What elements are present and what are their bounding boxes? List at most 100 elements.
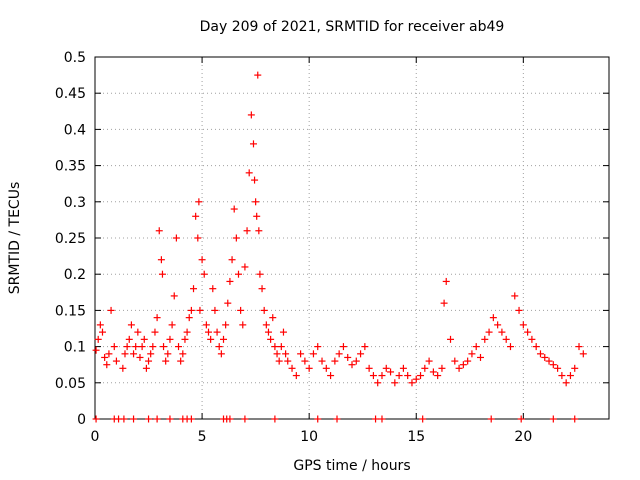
data-point bbox=[378, 372, 386, 380]
data-point bbox=[442, 277, 450, 285]
data-point bbox=[515, 306, 523, 314]
data-point bbox=[119, 364, 127, 372]
data-point bbox=[382, 364, 390, 372]
data-point bbox=[498, 328, 506, 336]
data-point bbox=[269, 314, 277, 322]
data-point bbox=[566, 372, 574, 380]
data-point bbox=[149, 343, 157, 351]
data-point bbox=[279, 328, 287, 336]
data-point bbox=[575, 343, 583, 351]
data-point bbox=[434, 372, 442, 380]
x-axis-label: GPS time / hours bbox=[293, 458, 410, 474]
y-tick-label: 0.45 bbox=[55, 86, 86, 102]
data-point bbox=[327, 372, 335, 380]
data-point bbox=[153, 314, 161, 322]
data-point bbox=[408, 379, 416, 387]
data-point bbox=[215, 343, 223, 351]
data-point bbox=[123, 343, 131, 351]
data-point bbox=[136, 353, 144, 361]
data-point bbox=[205, 328, 213, 336]
data-point bbox=[177, 357, 185, 365]
data-point bbox=[140, 335, 148, 343]
data-point bbox=[264, 328, 272, 336]
y-tick-label: 0.5 bbox=[64, 50, 86, 66]
y-tick-label: 0.1 bbox=[64, 340, 86, 356]
data-point bbox=[112, 357, 120, 365]
data-point bbox=[271, 343, 279, 351]
data-point bbox=[96, 321, 104, 329]
data-point bbox=[309, 350, 317, 358]
data-point bbox=[558, 372, 566, 380]
data-point bbox=[157, 256, 165, 264]
data-point bbox=[447, 335, 455, 343]
data-point bbox=[391, 379, 399, 387]
data-point bbox=[357, 350, 365, 358]
data-point bbox=[549, 361, 557, 369]
y-tick-label: 0.2 bbox=[64, 267, 86, 283]
data-point bbox=[241, 263, 249, 271]
data-point bbox=[335, 350, 343, 358]
data-point bbox=[179, 350, 187, 358]
data-point bbox=[292, 372, 300, 380]
data-point bbox=[196, 306, 204, 314]
data-point bbox=[252, 198, 260, 206]
data-point bbox=[412, 375, 420, 383]
data-point bbox=[164, 350, 172, 358]
data-point bbox=[425, 357, 433, 365]
data-point bbox=[134, 328, 142, 336]
data-point bbox=[211, 306, 219, 314]
y-tick-label: 0.4 bbox=[64, 122, 86, 138]
data-point bbox=[254, 71, 262, 79]
data-point bbox=[348, 361, 356, 369]
data-point bbox=[251, 176, 259, 184]
data-point bbox=[562, 379, 570, 387]
data-point bbox=[226, 277, 234, 285]
data-point bbox=[511, 292, 519, 300]
zero-point bbox=[372, 415, 380, 423]
data-point bbox=[459, 361, 467, 369]
zero-point bbox=[271, 415, 279, 423]
data-point bbox=[98, 328, 106, 336]
data-point bbox=[256, 270, 264, 278]
zero-point bbox=[145, 415, 153, 423]
data-point bbox=[545, 357, 553, 365]
data-point bbox=[344, 353, 352, 361]
data-point bbox=[519, 321, 527, 329]
data-point bbox=[127, 321, 135, 329]
data-point bbox=[220, 335, 227, 343]
data-point bbox=[502, 335, 510, 343]
data-point bbox=[477, 353, 484, 361]
data-point bbox=[121, 350, 129, 358]
data-point bbox=[147, 350, 155, 358]
data-point bbox=[247, 111, 255, 119]
zero-point bbox=[226, 415, 234, 423]
zero-point bbox=[378, 415, 386, 423]
data-point bbox=[282, 350, 290, 358]
data-point bbox=[506, 343, 514, 351]
zero-point bbox=[549, 415, 557, 423]
data-point bbox=[92, 346, 100, 354]
data-point bbox=[468, 350, 476, 358]
data-point bbox=[232, 234, 240, 242]
data-point bbox=[339, 343, 347, 351]
data-point bbox=[395, 372, 403, 380]
zero-point bbox=[333, 415, 341, 423]
zero-point bbox=[92, 415, 100, 423]
data-point bbox=[318, 357, 326, 365]
data-point bbox=[243, 227, 251, 235]
zero-point bbox=[130, 415, 138, 423]
data-point bbox=[267, 335, 275, 343]
data-point bbox=[440, 299, 448, 307]
data-point bbox=[253, 212, 261, 220]
data-point bbox=[237, 306, 245, 314]
data-point bbox=[198, 256, 206, 264]
data-points bbox=[92, 71, 587, 423]
zero-point bbox=[241, 415, 249, 423]
data-point bbox=[365, 364, 373, 372]
data-point bbox=[314, 343, 322, 351]
data-point bbox=[258, 285, 266, 293]
data-point bbox=[200, 270, 208, 278]
data-point bbox=[166, 335, 174, 343]
chart-title: Day 209 of 2021, SRMTID for receiver ab4… bbox=[200, 19, 505, 35]
